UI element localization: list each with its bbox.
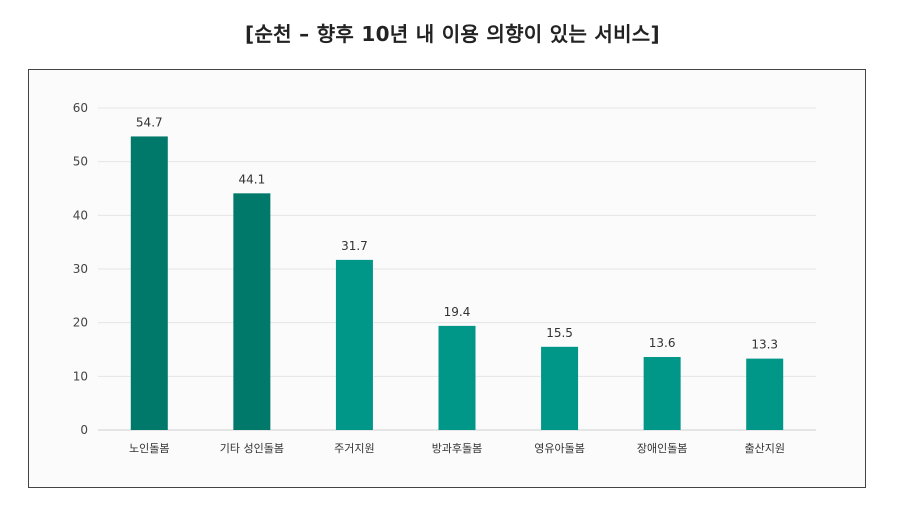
x-category-label: 노인돌봄 <box>129 442 169 455</box>
y-tick-label: 20 <box>73 316 88 330</box>
x-category-label: 영유아돌봄 <box>534 442 585 455</box>
y-tick-label: 40 <box>73 208 88 222</box>
bar-value-label: 44.1 <box>238 172 265 186</box>
bar <box>438 325 476 430</box>
bar-value-label: 13.6 <box>649 336 676 350</box>
bar <box>130 136 168 430</box>
y-tick-label: 30 <box>73 262 88 276</box>
x-category-label: 기타 성인돌봄 <box>220 442 284 455</box>
bar <box>643 357 681 430</box>
x-category-label: 방과후돌봄 <box>432 442 483 455</box>
bar-value-label: 19.4 <box>444 305 471 319</box>
y-tick-label: 50 <box>73 155 88 169</box>
bar-value-label: 54.7 <box>136 115 163 129</box>
bar <box>233 193 271 430</box>
bar <box>541 346 579 430</box>
bar-value-label: 13.3 <box>751 338 778 352</box>
y-tick-label: 0 <box>80 423 88 437</box>
x-category-label: 장애인돌봄 <box>637 442 688 455</box>
x-category-label: 주거지원 <box>334 442 374 455</box>
bar <box>746 358 784 430</box>
bar <box>335 259 373 430</box>
bar-value-label: 31.7 <box>341 239 368 253</box>
x-category-label: 출산지원 <box>744 442 784 455</box>
chart-title: [순천 – 향후 10년 내 이용 의향이 있는 서비스] <box>245 22 660 46</box>
bar-value-label: 15.5 <box>546 326 573 340</box>
y-tick-label: 10 <box>73 369 88 383</box>
y-tick-label: 60 <box>73 101 88 115</box>
